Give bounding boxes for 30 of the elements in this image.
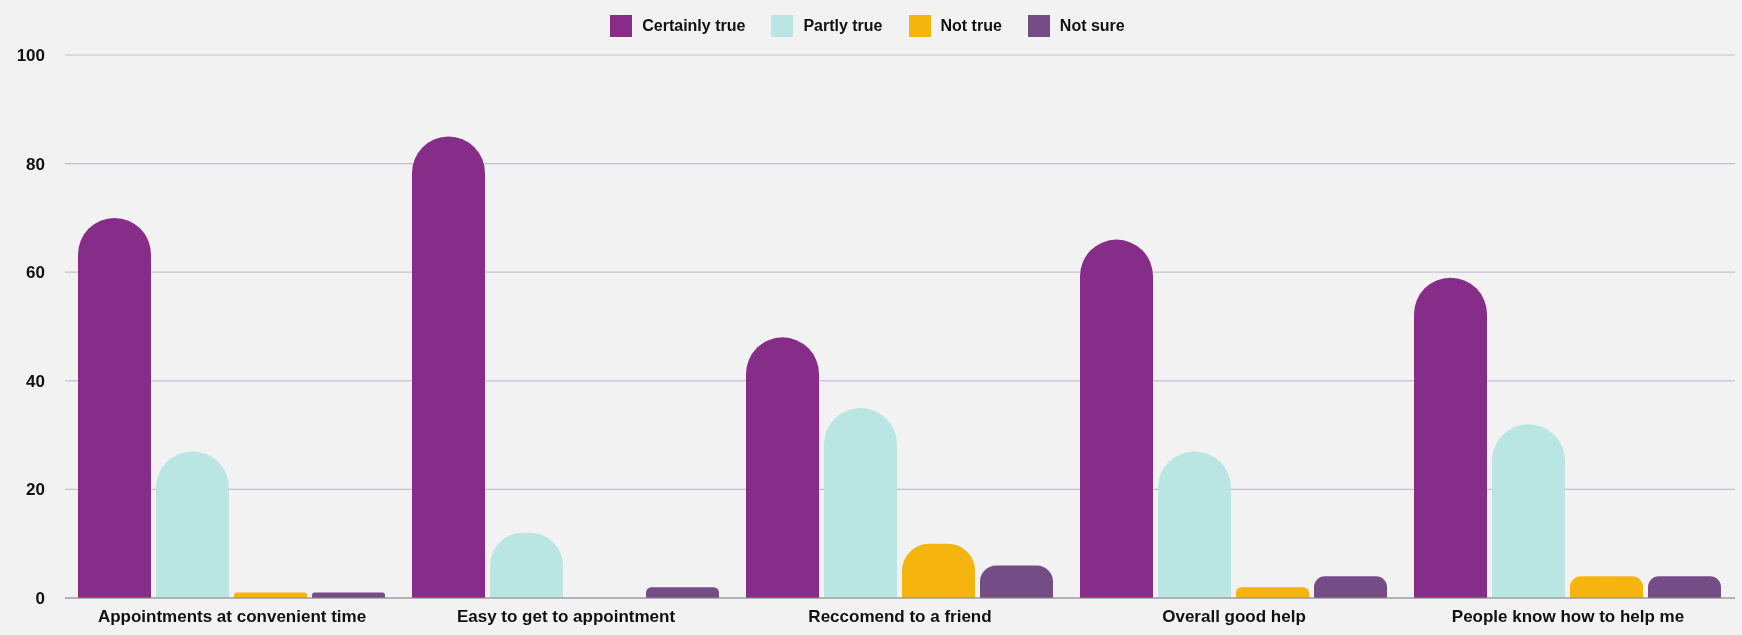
bar	[824, 407, 897, 598]
bar	[1570, 576, 1643, 598]
legend-label: Not true	[940, 17, 1002, 35]
y-tick-label: 40	[26, 371, 45, 391]
bar	[746, 337, 819, 598]
bar	[78, 217, 151, 598]
bar	[1414, 277, 1487, 598]
bar	[1080, 239, 1153, 598]
y-tick-label: 20	[26, 480, 45, 500]
y-tick-label: 0	[35, 589, 45, 609]
bar	[1492, 424, 1565, 598]
bar	[1314, 576, 1387, 598]
legend-label: Not sure	[1059, 17, 1125, 35]
legend-label: Certainly true	[642, 17, 746, 35]
x-tick-label: Easy to get to appointment	[456, 607, 676, 627]
x-tick-label: Reccomend to a friend	[808, 607, 992, 627]
bar	[980, 565, 1053, 598]
x-tick-label: Overall good help	[1162, 607, 1306, 627]
bar	[1236, 587, 1309, 598]
y-tick-label: 100	[16, 46, 45, 66]
legend-label: Partly true	[803, 17, 883, 35]
y-tick-label: 60	[26, 263, 45, 283]
bar	[1158, 451, 1231, 598]
bar	[156, 451, 229, 598]
y-tick-label: 80	[26, 154, 45, 174]
bar	[412, 136, 485, 598]
x-tick-label: Appointments at convenient time	[97, 607, 367, 627]
bar	[646, 587, 719, 598]
bar	[1648, 576, 1721, 598]
x-tick-label: People know how to help me	[1451, 607, 1685, 627]
